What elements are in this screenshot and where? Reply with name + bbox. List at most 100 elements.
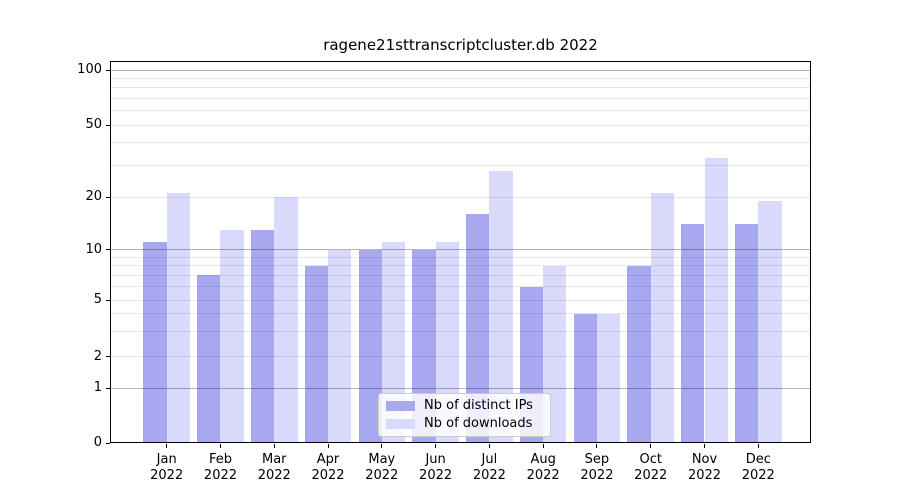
bar-downloads-11 [758,201,782,443]
x-tick-mark-0 [166,444,168,448]
y-tick-mark-50 [106,124,110,126]
y-tick-label-100: 100 [77,62,102,77]
x-tick-label-9: Oct 2022 [619,452,683,483]
y-tick-label-1: 1 [93,380,102,396]
legend: Nb of distinct IPs Nb of downloads [378,393,551,437]
plot-frame [110,61,811,443]
x-tick-mark-3 [327,444,329,448]
y-tick-mark-0 [106,442,110,444]
y-tick-mark-2 [106,356,110,358]
bar-downloads-8 [596,313,621,443]
x-tick-month: Jan [156,452,177,467]
x-tick-mark-6 [488,444,490,448]
x-tick-month: Aug [530,452,556,467]
bar-downloads-3 [328,249,352,443]
x-tick-year: 2022 [580,467,614,483]
bar-downloads-1 [220,229,244,443]
minor-gridline-6 [110,286,811,288]
x-tick-month: Apr [316,452,340,467]
minor-gridline-90 [110,77,811,79]
x-tick-label-6: Jul 2022 [457,452,521,483]
bar-distinct-ips-2 [250,229,275,443]
legend-swatch-distinct-ips [386,401,415,411]
minor-gridline-80 [110,87,811,89]
minor-gridline-7 [110,274,811,276]
x-tick-month: Sep [584,452,610,467]
bar-downloads-6 [489,170,513,443]
y-tick-mark-20 [106,196,110,198]
x-tick-month: Jul [481,452,498,467]
bar-distinct-ips-9 [627,265,651,443]
minor-gridline-30 [110,164,811,166]
x-tick-mark-10 [704,444,705,448]
bar-distinct-ips-11 [734,224,759,443]
x-tick-year: 2022 [419,467,453,483]
x-tick-year: 2022 [634,467,668,483]
minor-gridline-4 [110,313,811,315]
x-tick-mark-1 [219,444,221,448]
bar-downloads-0 [166,193,190,443]
bar-distinct-ips-8 [573,313,597,443]
x-tick-label-3: Apr 2022 [296,452,360,483]
minor-gridline-40 [110,142,811,144]
x-tick-year: 2022 [526,467,560,483]
x-tick-mark-11 [757,444,759,448]
minor-gridline-9 [110,256,811,258]
x-tick-month: Jun [425,452,446,467]
x-tick-label-7: Aug 2022 [511,452,575,483]
x-tick-label-2: Mar 2022 [242,452,306,483]
x-tick-month: Nov [691,452,718,467]
minor-gridline-70 [110,97,811,99]
x-tick-year: 2022 [203,467,238,483]
x-tick-month: Dec [745,452,771,467]
x-tick-month: May [368,452,396,467]
x-tick-mark-7 [542,444,544,448]
x-tick-year: 2022 [150,467,184,483]
minor-gridline-3 [110,331,811,333]
legend-label-downloads: Nb of downloads [424,416,533,431]
x-tick-mark-5 [435,444,437,448]
x-tick-label-1: Feb 2022 [188,452,252,483]
y-tick-label-20: 20 [85,189,102,205]
bar-distinct-ips-4 [358,249,382,443]
x-tick-year: 2022 [687,467,722,483]
chart-title: ragene21sttranscriptcluster.db 2022 [323,36,598,54]
x-tick-mark-8 [596,444,598,448]
minor-gridline-8 [110,265,811,267]
bar-downloads-10 [704,157,728,443]
x-tick-label-4: May 2022 [350,452,414,483]
x-tick-year: 2022 [472,467,506,483]
y-tick-mark-1 [106,387,110,389]
legend-item-distinct-ips: Nb of distinct IPs [386,398,544,414]
y-tick-label-50: 50 [85,117,102,132]
x-tick-month: Mar [261,452,287,467]
bar-distinct-ips-0 [143,242,167,443]
x-tick-label-8: Sep 2022 [565,452,629,483]
y-tick-mark-5 [106,299,110,301]
y-tick-label-2: 2 [93,348,102,364]
minor-gridline-5 [110,299,811,301]
major-gridline-10 [110,249,811,250]
bar-downloads-2 [274,197,298,443]
bar-downloads-4 [381,242,406,443]
minor-gridline-50 [110,124,811,126]
bar-distinct-ips-6 [466,214,490,443]
bar-downloads-5 [435,242,459,443]
x-tick-year: 2022 [257,467,291,483]
x-tick-year: 2022 [365,467,399,483]
x-tick-mark-9 [650,444,652,448]
bar-distinct-ips-10 [681,224,705,443]
y-tick-label-0: 0 [93,435,102,450]
x-tick-month: Feb [208,452,232,467]
legend-label-distinct-ips: Nb of distinct IPs [424,398,533,413]
x-tick-year: 2022 [741,467,775,483]
legend-swatch-downloads [386,419,415,429]
bar-downloads-9 [650,193,675,443]
minor-gridline-60 [110,110,811,112]
x-tick-label-0: Jan 2022 [135,452,199,483]
major-gridline-1 [110,387,811,389]
x-tick-label-10: Nov 2022 [673,452,737,483]
x-tick-mark-4 [381,444,383,448]
y-tick-label-5: 5 [93,292,102,307]
y-tick-mark-10 [106,249,110,250]
